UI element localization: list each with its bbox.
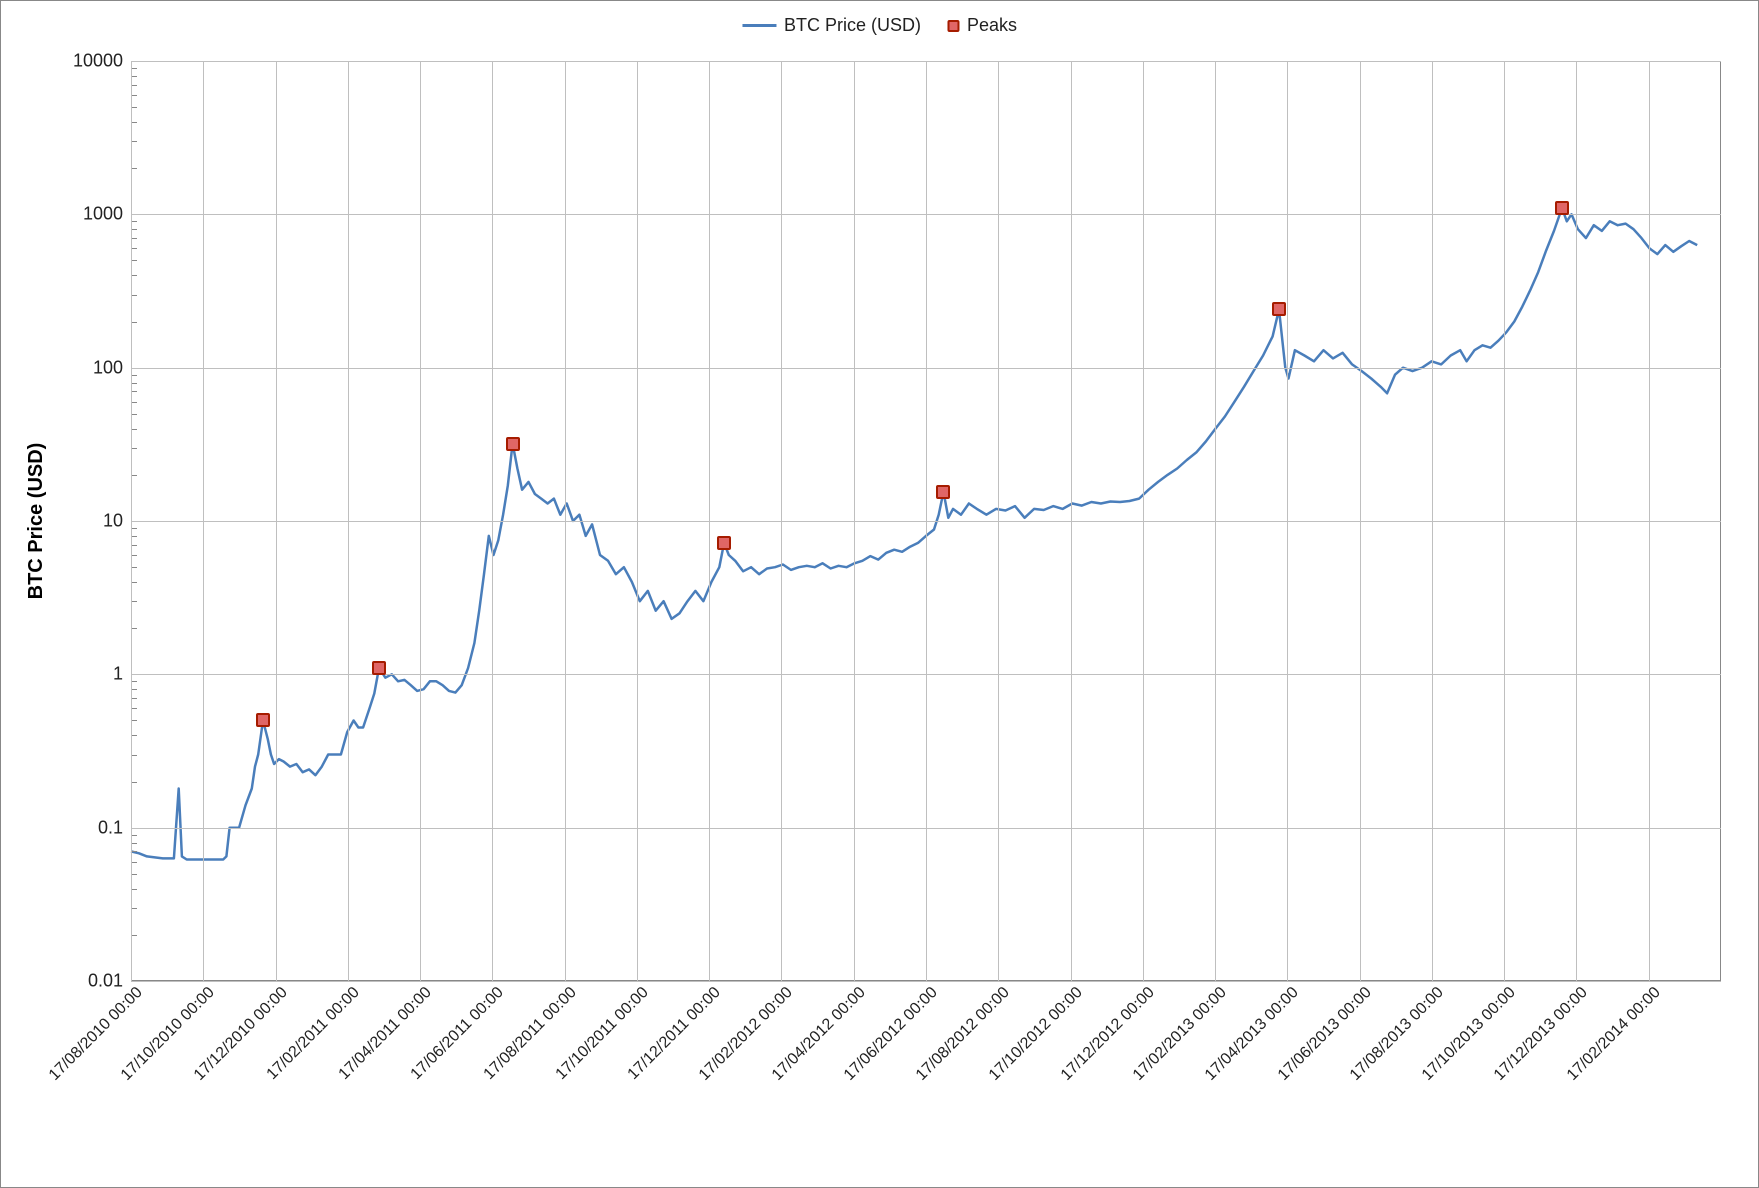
- peak-marker: [1272, 302, 1286, 316]
- x-gridline: [1432, 61, 1433, 981]
- peak-marker: [256, 713, 270, 727]
- plot-area: 0.010.111010010001000017/08/2010 00:0017…: [131, 61, 1721, 981]
- x-gridline: [565, 61, 566, 981]
- legend-item-peaks: Peaks: [947, 15, 1017, 36]
- x-gridline: [637, 61, 638, 981]
- peak-marker: [506, 437, 520, 451]
- peak-marker: [936, 485, 950, 499]
- peak-marker: [372, 661, 386, 675]
- x-gridline: [276, 61, 277, 981]
- btc-price-line: [131, 208, 1697, 860]
- x-gridline: [1576, 61, 1577, 981]
- x-gridline: [781, 61, 782, 981]
- x-gridline: [1143, 61, 1144, 981]
- x-gridline: [1360, 61, 1361, 981]
- peak-marker: [1555, 201, 1569, 215]
- y-axis-title: BTC Price (USD): [25, 443, 48, 600]
- y-tick-label: 10: [103, 511, 131, 532]
- legend-label-line: BTC Price (USD): [784, 15, 921, 36]
- legend-line-swatch: [742, 24, 776, 27]
- btc-price-chart: BTC Price (USD) Peaks 0.010.111010010001…: [0, 0, 1759, 1188]
- y-tick-label: 1000: [83, 204, 131, 225]
- x-gridline: [348, 61, 349, 981]
- peak-marker: [717, 536, 731, 550]
- x-gridline: [1649, 61, 1650, 981]
- y-tick-label: 1: [113, 664, 131, 685]
- x-gridline: [203, 61, 204, 981]
- y-tick-label: 0.1: [98, 817, 131, 838]
- x-gridline: [998, 61, 999, 981]
- x-gridline: [1071, 61, 1072, 981]
- y-gridline: [131, 981, 1721, 982]
- x-gridline: [854, 61, 855, 981]
- x-gridline: [131, 61, 132, 981]
- y-tick-label: 10000: [73, 51, 131, 72]
- legend-item-line: BTC Price (USD): [742, 15, 921, 36]
- x-gridline: [709, 61, 710, 981]
- x-gridline: [926, 61, 927, 981]
- y-tick-label: 100: [93, 357, 131, 378]
- x-gridline: [1215, 61, 1216, 981]
- x-gridline: [1504, 61, 1505, 981]
- x-gridline: [492, 61, 493, 981]
- y-tick-label: 0.01: [88, 971, 131, 992]
- legend-marker-swatch: [947, 20, 959, 32]
- chart-legend: BTC Price (USD) Peaks: [742, 15, 1017, 36]
- legend-label-peaks: Peaks: [967, 15, 1017, 36]
- x-gridline: [1287, 61, 1288, 981]
- x-gridline: [420, 61, 421, 981]
